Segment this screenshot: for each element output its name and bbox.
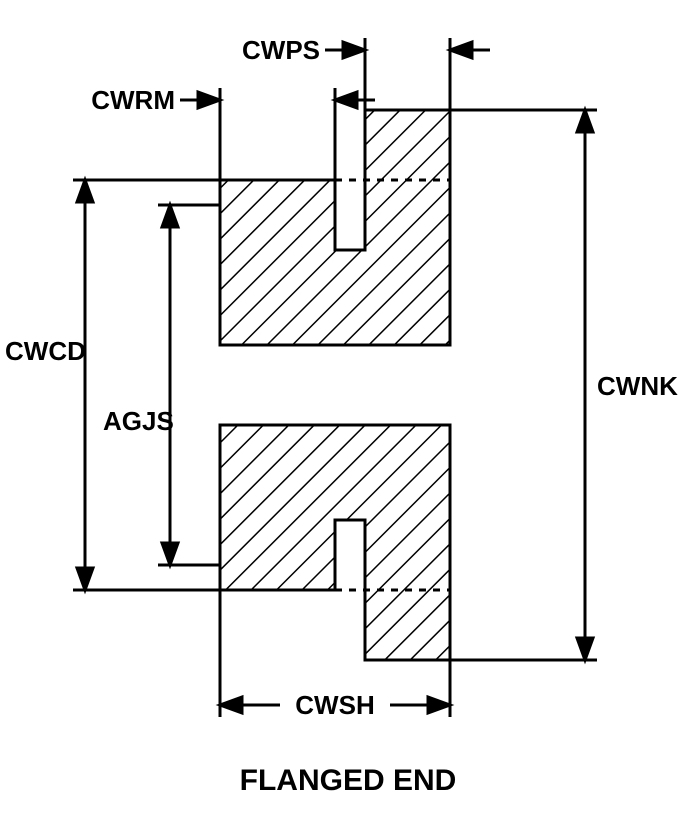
- label-cwnk: CWNK: [597, 371, 678, 401]
- diagram-title: FLANGED END: [240, 764, 457, 797]
- dimensions-group: [73, 38, 597, 719]
- label-agjs: AGJS: [103, 406, 174, 436]
- label-cwsh: CWSH: [295, 690, 374, 720]
- flanged-end-diagram: FLANGED END CWPS CWRM CWCD AGJS CWNK CWS…: [0, 0, 696, 818]
- section-lower: [220, 425, 450, 660]
- label-cwrm: CWRM: [91, 85, 175, 115]
- label-cwcd: CWCD: [5, 336, 86, 366]
- label-cwps: CWPS: [242, 35, 320, 65]
